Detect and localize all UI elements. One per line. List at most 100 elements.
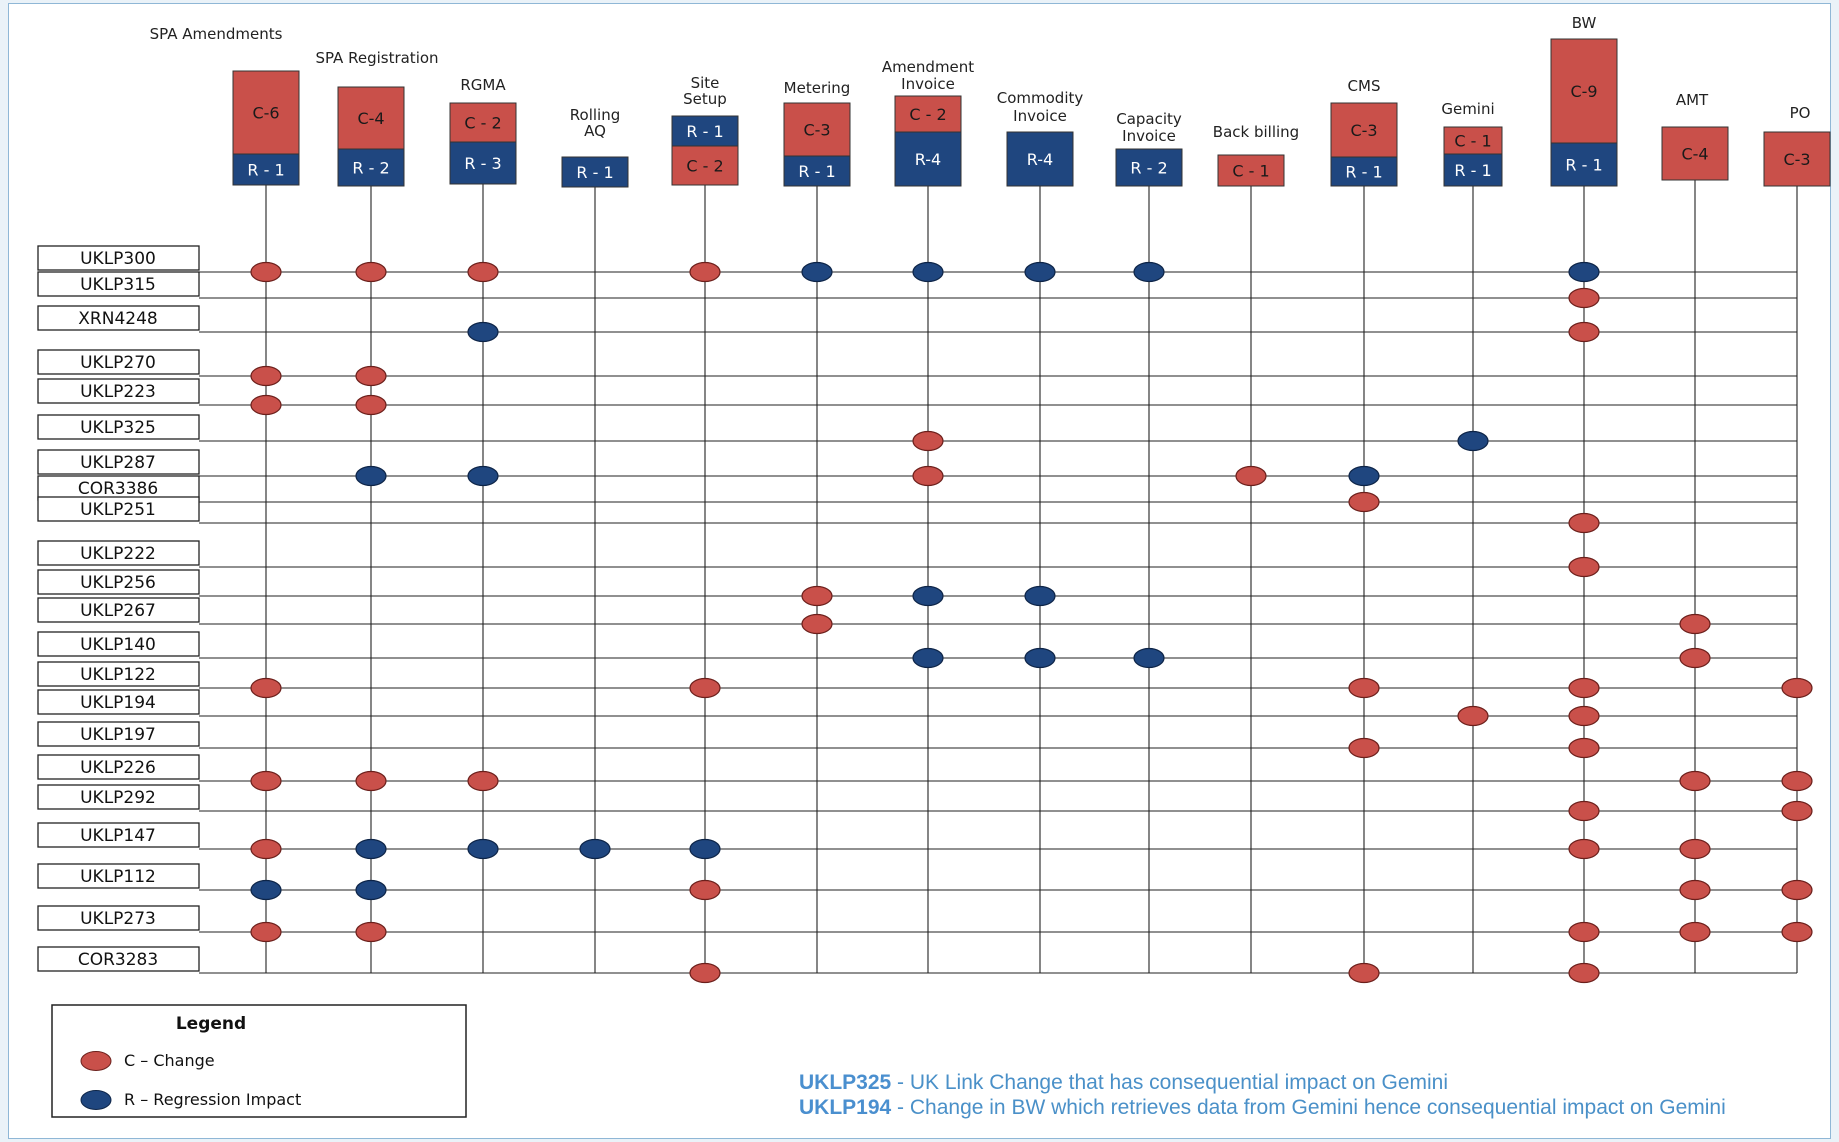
legend-regression-label: R – Regression Impact xyxy=(124,1090,301,1109)
system-box-bottom-label: R - 1 xyxy=(576,163,613,182)
row-label: UKLP194 xyxy=(80,693,156,713)
row-label: UKLP267 xyxy=(80,601,156,621)
system-box-bottom-label: R-4 xyxy=(1027,150,1053,169)
system-title: Rolling xyxy=(570,106,620,124)
system-box-top xyxy=(232,70,300,155)
regression-marker xyxy=(912,261,944,283)
change-marker xyxy=(1568,962,1600,984)
system-header-gemini: Gemini C - 1 R - 1 xyxy=(1441,100,1503,187)
system-box-bottom-label: C-3 xyxy=(1783,150,1810,169)
row-label-frame xyxy=(37,721,200,747)
footnote-2-key: UKLP194 xyxy=(799,1096,892,1119)
row-label: UKLP112 xyxy=(80,867,156,887)
change-marker xyxy=(355,921,387,943)
row-label: UKLP315 xyxy=(80,275,156,295)
legend-change-swatch xyxy=(80,1051,112,1071)
legend-regression-swatch xyxy=(80,1090,112,1110)
legend: Legend C – Change R – Regression Impact xyxy=(51,1004,467,1118)
row-label-box: UKLP140 xyxy=(37,631,200,657)
system-box-bottom-label: R - 3 xyxy=(464,154,501,173)
footnote-2: UKLP194 - Change in BW which retrieves d… xyxy=(799,1096,1726,1119)
system-box-bottom xyxy=(1217,154,1285,187)
system-title: Invoice xyxy=(1122,127,1176,145)
system-header-back-billing: Back billing C - 1 xyxy=(1213,123,1299,187)
system-box-top-label: C-3 xyxy=(803,121,830,140)
change-marker xyxy=(250,394,282,416)
change-marker xyxy=(1568,800,1600,822)
diagram-frame: SPA Amendments C-6 R - 1 SPA Registration C-… xyxy=(8,3,1831,1139)
impact-markers xyxy=(250,261,1813,984)
row-label-frame xyxy=(37,245,200,271)
change-marker xyxy=(250,921,282,943)
change-marker xyxy=(250,677,282,699)
row-label: UKLP251 xyxy=(80,500,156,520)
change-marker xyxy=(250,770,282,792)
legend-title: Legend xyxy=(176,1014,246,1034)
system-box-top xyxy=(894,95,962,133)
regression-marker xyxy=(1568,261,1600,283)
change-marker xyxy=(1679,921,1711,943)
change-marker xyxy=(689,261,721,283)
change-marker xyxy=(1568,512,1600,534)
row-label-frame xyxy=(37,449,200,475)
change-marker xyxy=(250,365,282,387)
regression-marker xyxy=(912,585,944,607)
row-label-box: COR3283 xyxy=(37,946,200,972)
system-box-top-label: C-4 xyxy=(357,109,384,128)
system-box-bottom-label: R - 1 xyxy=(1345,163,1382,182)
row-label: UKLP222 xyxy=(80,544,156,564)
row-label-box: UKLP325 xyxy=(37,414,200,440)
system-box-bottom xyxy=(1115,148,1183,187)
change-marker xyxy=(1568,921,1600,943)
regression-marker xyxy=(355,465,387,487)
row-label: UKLP197 xyxy=(80,725,156,745)
regression-marker xyxy=(467,465,499,487)
row-label-box: UKLP197 xyxy=(37,721,200,747)
change-marker xyxy=(689,879,721,901)
change-marker xyxy=(1235,465,1267,487)
row-label-box: UKLP267 xyxy=(37,597,200,623)
change-marker xyxy=(801,585,833,607)
row-label-box: UKLP226 xyxy=(37,754,200,780)
row-label-frame xyxy=(37,689,200,715)
change-marker xyxy=(1679,647,1711,669)
change-marker xyxy=(355,394,387,416)
row-label: UKLP292 xyxy=(80,788,156,808)
system-box-bottom xyxy=(1661,126,1729,181)
regression-marker xyxy=(1024,647,1056,669)
footnotes: UKLP325 - UK Link Change that has conseq… xyxy=(799,1071,1726,1119)
system-header-rgma: RGMA C - 2 R - 3 xyxy=(449,76,517,185)
system-title: BW xyxy=(1572,14,1597,32)
system-box-bottom-label: R - 2 xyxy=(352,159,389,178)
system-box-top-label: R - 1 xyxy=(686,122,723,141)
row-label-frame xyxy=(37,475,200,501)
row-label: UKLP256 xyxy=(80,573,156,593)
system-title: SPA Amendments xyxy=(150,25,283,43)
row-label-frame xyxy=(37,754,200,780)
row-label-frame xyxy=(37,863,200,889)
system-header-po: PO C-3 xyxy=(1763,104,1831,187)
system-title: Site xyxy=(691,74,720,92)
change-marker xyxy=(1781,921,1813,943)
system-title: Capacity xyxy=(1116,110,1182,128)
row-label-box: UKLP222 xyxy=(37,540,200,566)
row-label: COR3283 xyxy=(78,950,158,970)
row-label-frame xyxy=(37,784,200,810)
change-marker xyxy=(1568,321,1600,343)
regression-marker xyxy=(467,838,499,860)
change-marker xyxy=(801,613,833,635)
change-marker xyxy=(1781,770,1813,792)
system-box-bottom-label: R - 2 xyxy=(1130,159,1167,178)
system-header-spa-amendments: SPA Amendments C-6 R - 1 xyxy=(150,25,300,186)
system-title: Back billing xyxy=(1213,123,1299,141)
row-label: UKLP122 xyxy=(80,665,156,685)
change-marker xyxy=(1679,613,1711,635)
row-label-box: COR3386 xyxy=(37,475,200,501)
row-label: XRN4248 xyxy=(78,309,157,329)
row-label-frame xyxy=(37,822,200,848)
system-box-bottom-label: R - 1 xyxy=(798,162,835,181)
system-box-bottom-label: C-4 xyxy=(1681,145,1708,164)
row-label-box: UKLP270 xyxy=(37,349,200,375)
system-title: Commodity xyxy=(997,89,1084,107)
system-box-bottom-label: R-4 xyxy=(915,150,941,169)
